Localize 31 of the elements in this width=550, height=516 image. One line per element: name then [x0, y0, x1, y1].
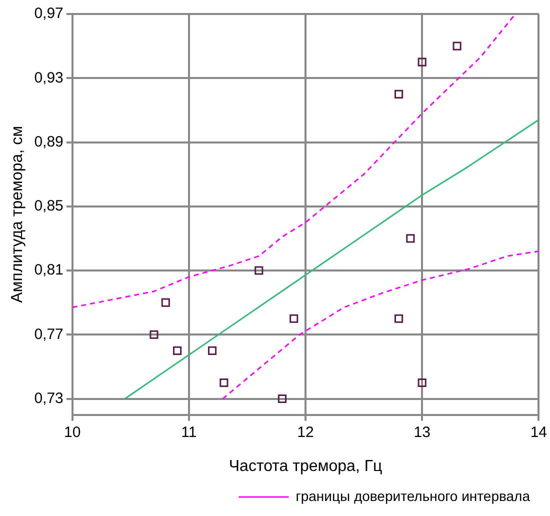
point — [220, 378, 228, 388]
point — [173, 346, 182, 355]
point — [418, 58, 426, 66]
y-tick-label: 0,73 — [34, 390, 64, 407]
y-tick-label: 0,77 — [34, 326, 64, 343]
legend-label: границы доверительного интервала — [296, 488, 530, 504]
y-tick-label: 0,93 — [34, 69, 64, 86]
point — [150, 330, 158, 339]
point — [208, 346, 217, 355]
x-tick-label: 11 — [181, 424, 197, 441]
x-tick-label: 12 — [297, 424, 314, 441]
point — [278, 394, 286, 404]
y-tick-label: 0,97 — [34, 5, 64, 22]
point — [161, 298, 170, 307]
point — [394, 90, 404, 98]
y-tick-label: 0,89 — [34, 133, 64, 150]
point — [290, 314, 298, 323]
point — [452, 42, 462, 50]
y-tick-label: 0,81 — [34, 262, 64, 279]
point — [254, 266, 264, 275]
line-series — [72, 14, 516, 308]
y-axis-title: Амплитуда тремора, см — [9, 126, 26, 303]
x-tick-label: 10 — [64, 424, 81, 441]
x-axis-title: Частота тремора, Гц — [228, 458, 382, 475]
line-series — [222, 250, 539, 400]
y-tick-label: 0,85 — [34, 198, 64, 215]
point — [394, 314, 404, 323]
point — [406, 234, 415, 243]
point — [418, 378, 426, 388]
x-tick-label: 14 — [530, 424, 547, 441]
x-tick-label: 13 — [414, 424, 430, 441]
